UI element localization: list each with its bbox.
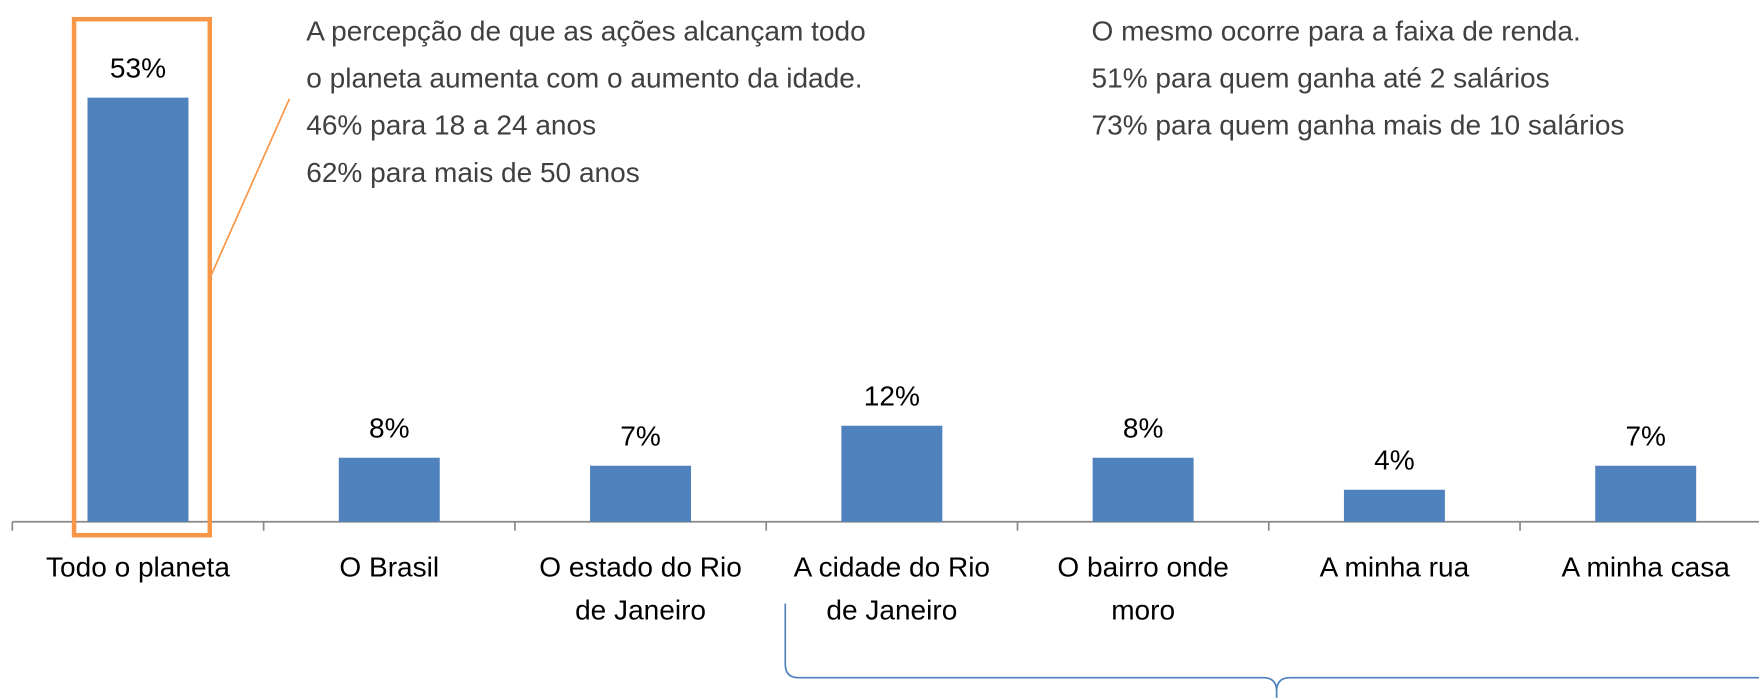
annotation: A percepção de que as ações alcançam tod… <box>306 16 865 47</box>
x-tick-label-line: O bairro onde <box>1057 552 1228 583</box>
data-label: 7% <box>620 421 661 452</box>
annotation: 46% para 18 a 24 anos <box>306 110 596 141</box>
x-tick-label: O estado do Rio de Janeiro <box>539 552 742 626</box>
x-tick-label-line: O estado do Rio <box>539 552 742 583</box>
annotation: O mesmo ocorre para a faixa de renda. <box>1092 16 1581 47</box>
x-tick-label: O bairro onde moro <box>1057 552 1228 626</box>
callout-line <box>209 98 291 279</box>
x-tick-label-line: moro <box>1111 594 1175 625</box>
annotation: 73% para quem ganha mais de 10 salários <box>1092 110 1625 141</box>
bar <box>1595 465 1697 522</box>
x-tick-label: Todo o planeta <box>46 552 230 583</box>
x-tick-label-line: A minha casa <box>1562 552 1731 583</box>
x-tick-label-line: A minha rua <box>1320 552 1470 583</box>
annotation: o planeta aumenta com o aumento da idade… <box>306 63 862 94</box>
bracket <box>784 603 1759 698</box>
annotation: 62% para mais de 50 anos <box>306 157 639 188</box>
data-label: 8% <box>369 413 410 444</box>
annotation: 51% para quem ganha até 2 salários <box>1092 63 1550 94</box>
x-tick-label-line: A cidade do Rio <box>794 552 990 583</box>
x-tick-label: A minha rua <box>1320 552 1470 583</box>
x-tick-label: A minha casa <box>1562 552 1731 583</box>
data-label: 4% <box>1374 445 1415 476</box>
x-tick-label: O Brasil <box>339 552 439 583</box>
data-label: 8% <box>1123 413 1164 444</box>
data-label: 7% <box>1625 421 1666 452</box>
x-tick-label-line: de Janeiro <box>575 594 706 625</box>
data-label: 53% <box>110 52 166 83</box>
bar <box>841 425 943 522</box>
data-label: 12% <box>864 381 920 412</box>
bar <box>590 465 692 522</box>
bar <box>1092 457 1194 522</box>
x-tick-label-line: de Janeiro <box>826 594 957 625</box>
x-tick-label-line: Todo o planeta <box>46 552 230 583</box>
bar <box>338 457 440 522</box>
x-tick-label: A cidade do Rio de Janeiro <box>794 552 990 626</box>
bar <box>1343 489 1445 522</box>
x-tick-label-line: O Brasil <box>339 552 439 583</box>
bar <box>87 97 189 522</box>
